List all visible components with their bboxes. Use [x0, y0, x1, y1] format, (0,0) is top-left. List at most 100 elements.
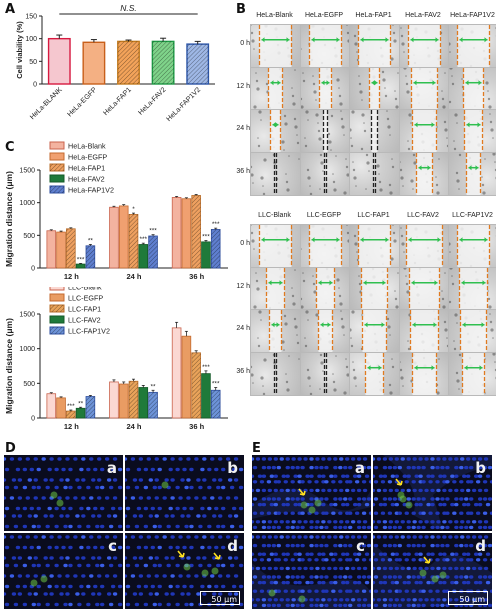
x-tick-label: HeLa-FAV2: [137, 86, 167, 116]
bar: [201, 241, 211, 269]
bar-hatch: [191, 352, 201, 418]
wound-healing-image: [299, 224, 351, 268]
wound-healing-image: [398, 309, 450, 353]
legend-label: HeLa-FAP1V2: [68, 186, 114, 195]
fluorescence-image: a: [4, 455, 123, 531]
bar: [82, 41, 106, 85]
bar: [75, 407, 86, 419]
y-tick-label: 1000: [19, 346, 35, 353]
scale-bar: [200, 591, 240, 605]
wound-healing-image: [250, 309, 301, 353]
panel-b-llc-grid: LLC-Blank LLC-EGFP LLC-FAP1 LLC-FAV2 LLC-FAP…: [224, 212, 496, 402]
x-tick-label: 24 h: [126, 422, 141, 431]
y-tick-label: 50: [29, 59, 37, 66]
bar-hatch: [85, 245, 95, 268]
x-tick-label: 12 h: [64, 272, 79, 281]
x-tick-label: 24 h: [126, 272, 141, 281]
wound-healing-image: [398, 266, 450, 311]
x-tick-label: HeLa-FAP1: [102, 86, 133, 117]
bar-hatch: [66, 228, 76, 268]
panel-label-c: C: [5, 140, 15, 155]
x-tick-label: HeLa-EGFP: [66, 86, 98, 118]
sub-panel-label: b: [475, 459, 486, 477]
column-label: HeLa-Blank: [256, 12, 293, 19]
bar: [181, 198, 192, 269]
arrow-marker: [395, 478, 403, 486]
wound-healing-image: [398, 351, 450, 396]
wound-healing-image: [349, 309, 400, 353]
bar-hatch: [186, 44, 209, 84]
bar: [118, 205, 129, 269]
y-tick-label: 1500: [19, 168, 35, 175]
wound-healing-image: [299, 24, 351, 68]
scale-bar-label: 50 μm: [211, 595, 237, 604]
wound-healing-image: [349, 151, 400, 196]
panel-label-a: A: [5, 2, 16, 17]
legend-label: LLC-EGFP: [68, 294, 103, 303]
bar-hatch: [152, 41, 174, 84]
time-label: 24 h: [236, 325, 250, 332]
significance-mark: **: [88, 237, 94, 244]
time-label: 12 h: [236, 282, 250, 290]
y-axis-label: Migration distance (μm): [4, 171, 14, 267]
significance-mark: ***: [212, 380, 220, 387]
wound-healing-image: [299, 66, 351, 111]
wound-healing-image: [250, 24, 301, 68]
sub-panel-label: a: [106, 459, 117, 477]
wound-healing-image: [250, 66, 301, 111]
bar-hatch: [129, 214, 138, 268]
y-tick-label: 500: [23, 233, 35, 240]
bar-hatch: [85, 396, 95, 418]
bar: [56, 231, 66, 269]
significance-mark: ***: [202, 234, 210, 241]
bar: [109, 206, 119, 269]
column-label: LLC-FAP1V2: [452, 212, 493, 219]
significance-mark: ***: [212, 221, 220, 228]
wound-healing-image: [448, 266, 496, 311]
bar: [75, 263, 86, 269]
wound-healing-image: [250, 351, 301, 396]
y-tick-label: 150: [25, 14, 37, 21]
time-label: 24 h: [236, 125, 250, 132]
bar: [138, 244, 149, 269]
wound-healing-image: [299, 351, 351, 396]
wound-healing-image: [250, 224, 301, 268]
legend-swatch: [49, 293, 65, 302]
y-tick-label: 1500: [19, 312, 35, 319]
bar: [46, 393, 57, 419]
bar-hatch: [148, 392, 158, 418]
bar-hatch: [129, 381, 138, 418]
legend-swatch: [49, 174, 65, 183]
significance-mark: ***: [67, 403, 75, 410]
bar-hatch: [148, 235, 158, 268]
wound-healing-image: [448, 309, 496, 353]
fluorescence-image: d: [373, 533, 492, 609]
sub-panel-label: b: [227, 459, 238, 477]
panel-e-fluorescence-grid: a b c d 50 μm: [252, 455, 492, 609]
wound-healing-image: [349, 266, 400, 311]
wound-healing-image: [398, 224, 450, 268]
bar-hatch: [66, 411, 76, 418]
column-label: HeLa-FAP1: [355, 12, 392, 19]
wound-healing-image: [349, 66, 400, 111]
legend-swatch-hatch: [50, 186, 64, 193]
time-label: 0 h: [240, 240, 250, 247]
scale-bar: [448, 591, 488, 605]
legend-label: HeLa-FAP1: [68, 164, 105, 173]
time-label: 36 h: [236, 167, 250, 175]
panel-label-b: B: [236, 2, 246, 17]
wound-healing-image: [349, 24, 400, 68]
wound-healing-image: [448, 351, 496, 396]
bar: [138, 387, 149, 419]
bar: [56, 397, 66, 419]
x-tick-label: 36 h: [189, 422, 204, 431]
wound-healing-image: [299, 109, 351, 153]
panel-c-top-chart: 0 500 1000 1500 Migration distance (μm) HeLa-…: [4, 141, 228, 281]
bar: [47, 37, 71, 85]
wound-healing-image: [448, 151, 496, 196]
legend-label: HeLa-EGFP: [68, 153, 107, 162]
time-label: 36 h: [236, 367, 250, 375]
arrow-marker: [423, 556, 431, 564]
legend-swatch: [49, 141, 65, 150]
